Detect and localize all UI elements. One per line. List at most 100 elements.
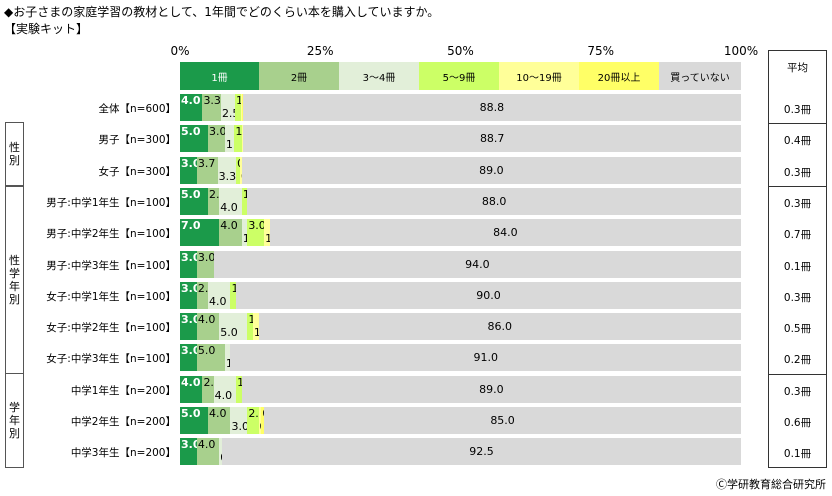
bar-segment: [180, 281, 197, 309]
data-label: 90.0: [476, 288, 501, 302]
bar-segment: [180, 125, 209, 153]
row-label: 女子【n=300】: [98, 165, 177, 178]
bar-segment: [240, 156, 242, 184]
bar-segment: [241, 125, 244, 153]
bar-segment: [202, 94, 221, 121]
bar-segment: [247, 407, 259, 434]
x-tick-label: 100%: [723, 44, 759, 58]
data-label: 4.0: [209, 294, 227, 308]
data-label: 3.0: [181, 281, 201, 295]
bar-segment: [217, 156, 237, 184]
data-label: 3.0: [181, 250, 201, 264]
row-label: 男子【n=300】: [98, 134, 177, 147]
data-label: 3.0: [181, 438, 201, 452]
x-tick-label: 0%: [170, 44, 190, 58]
data-label: 3.3: [218, 169, 237, 183]
bar-segment: [219, 187, 242, 215]
bar-segment: [196, 344, 225, 372]
average-separator: [768, 185, 827, 187]
bar-segment: [196, 313, 220, 341]
bar-segment: [230, 281, 237, 309]
row-label: 男子:中学1年生【n=100】: [46, 196, 176, 209]
bar-segment: [242, 94, 741, 121]
data-label: 5.0: [197, 344, 216, 358]
data-label: 4.0: [181, 94, 201, 107]
average-value: 0.6冊: [783, 417, 812, 429]
chart-title: ◆お子さまの家庭学習の教材として、1年間でどのくらい本を購入していますか。: [4, 5, 440, 19]
group-bracket: [5, 372, 24, 469]
bar-segment: [241, 94, 243, 121]
bar-segment: [236, 156, 241, 184]
bar-segment: [258, 313, 741, 341]
bar-segment: [196, 250, 214, 278]
copyright: Ⓒ学研教育総合研究所: [716, 478, 826, 491]
data-label: 3.0: [181, 156, 201, 170]
data-label: 92.5: [469, 445, 494, 459]
bar-segment: [196, 156, 218, 184]
data-label: 91.0: [473, 351, 498, 365]
data-label: 88.0: [481, 194, 507, 208]
legend-item: 2冊: [259, 62, 339, 90]
data-label: 4.0: [181, 375, 201, 389]
bar-segment: [180, 156, 197, 184]
data-label: 3.0: [231, 420, 249, 433]
data-label: 3.7: [197, 156, 216, 170]
bar-segment: [230, 344, 741, 372]
row-label: 女子:中学3年生【n=100】: [46, 353, 176, 366]
bar-segment: [180, 344, 197, 372]
row-label: 全体【n=600】: [98, 103, 177, 115]
group-label: 学年別: [9, 401, 20, 440]
group-label: 性別: [9, 141, 20, 168]
average-value: 0.1冊: [783, 448, 812, 461]
bar-segment: [252, 313, 259, 341]
data-label: 94.0: [465, 257, 490, 271]
bar-segment: [208, 281, 231, 309]
bar-segment: [236, 375, 242, 403]
average-value: 0.4冊: [783, 135, 812, 148]
data-label: 3.0: [181, 344, 201, 358]
bar-segment: [213, 250, 741, 278]
row-label: 中学1年生【n=200】: [70, 384, 176, 397]
bar-segment: [247, 313, 253, 341]
data-label: 4.0: [214, 388, 233, 402]
data-label: 89.0: [479, 163, 504, 177]
bar-segment: [219, 219, 242, 247]
bar-segment: [220, 94, 235, 121]
bar-segment: [269, 219, 741, 247]
bar-segment: [241, 375, 741, 403]
data-label: 4.0: [220, 200, 238, 214]
data-label: 3.0: [181, 313, 201, 327]
average-separator: [768, 373, 827, 375]
bar-segment: [208, 407, 231, 434]
data-label: 5.0: [181, 125, 201, 139]
bar-segment: [241, 219, 248, 247]
legend-item: 買っていない: [659, 62, 741, 90]
data-label: 86.0: [487, 320, 513, 334]
average-column-box: [768, 50, 827, 468]
bar-segment: [264, 407, 741, 434]
average-value: 0.1冊: [783, 260, 812, 273]
bar-segment: [213, 375, 237, 403]
bar-segment: [224, 125, 235, 153]
data-label: 4.0: [197, 313, 216, 327]
data-label: 3.0: [209, 125, 227, 139]
bar-segment: [258, 407, 262, 434]
bar-segment: [240, 94, 242, 121]
bar-segment: [208, 187, 220, 215]
data-label: 84.0: [493, 226, 518, 240]
bar-segment: [224, 344, 231, 372]
bar-segment: [180, 187, 209, 215]
row-label: 女子:中学2年生【n=100】: [46, 322, 176, 335]
data-label: 88.8: [479, 101, 505, 114]
data-label: 4.0: [197, 438, 216, 452]
legend-item: 20冊以上: [579, 62, 659, 90]
average-value: 0.3冊: [783, 291, 812, 304]
bar-segment: [219, 438, 223, 466]
data-label: 5.0: [181, 187, 201, 201]
bar-segment: [247, 187, 741, 215]
group-bracket: [5, 184, 24, 375]
bar-segment: [264, 219, 270, 247]
average-value: 0.3冊: [783, 385, 812, 398]
data-label: 5.0: [220, 326, 238, 340]
group-label: 性学年別: [9, 253, 20, 306]
